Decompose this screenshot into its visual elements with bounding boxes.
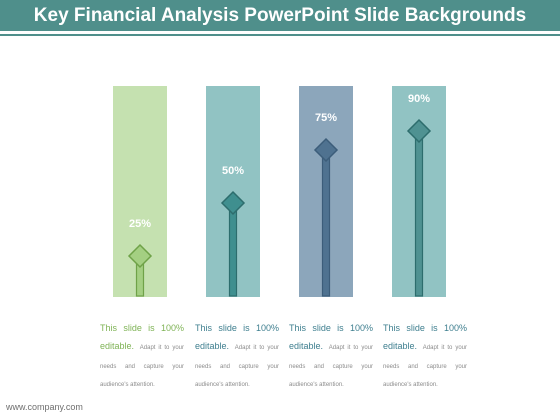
- arrow-marker-25: [127, 243, 153, 297]
- caption-2-heading: This slide is 100% editable.: [195, 323, 279, 352]
- slide-title: Key Financial Analysis PowerPoint Slide …: [33, 5, 527, 26]
- arrow-shaft: [228, 202, 238, 297]
- arrow-head: [127, 243, 153, 269]
- caption-4: This slide is 100% editable. Adapt it to…: [383, 318, 467, 392]
- title-divider: [0, 34, 560, 36]
- value-label-50: 50%: [221, 165, 245, 177]
- caption-2: This slide is 100% editable. Adapt it to…: [195, 318, 279, 392]
- arrow-head: [313, 137, 339, 163]
- value-label-90: 90%: [407, 93, 431, 105]
- caption-1-body: Adapt it to your needs and capture your …: [100, 345, 184, 389]
- arrow-shaft: [414, 130, 424, 297]
- caption-1-heading: This slide is 100% editable.: [100, 323, 184, 352]
- caption-3-body: Adapt it to your needs and capture your …: [289, 345, 373, 389]
- column-90-percent: 90%: [392, 86, 446, 297]
- arrow-head: [220, 190, 246, 216]
- arrow-marker-75: [313, 137, 339, 297]
- value-label-75: 75%: [314, 112, 338, 124]
- column-50-percent: 50%: [206, 86, 260, 297]
- arrow-marker-90: [406, 118, 432, 297]
- caption-1: This slide is 100% editable. Adapt it to…: [100, 318, 184, 392]
- title-bar: [0, 0, 560, 31]
- arrow-marker-50: [220, 190, 246, 297]
- caption-3: This slide is 100% editable. Adapt it to…: [289, 318, 373, 392]
- column-75-percent: 75%: [299, 86, 353, 297]
- column-25-percent: 25%: [113, 86, 167, 297]
- arrow-shaft: [321, 149, 331, 297]
- arrow-head: [406, 118, 432, 144]
- footer-url: www.company.com: [6, 402, 83, 412]
- caption-4-heading: This slide is 100% editable.: [383, 323, 467, 352]
- caption-3-heading: This slide is 100% editable.: [289, 323, 373, 352]
- value-label-25: 25%: [128, 218, 152, 230]
- caption-4-body: Adapt it to your needs and capture your …: [383, 345, 467, 389]
- caption-2-body: Adapt it to your needs and capture your …: [195, 345, 279, 389]
